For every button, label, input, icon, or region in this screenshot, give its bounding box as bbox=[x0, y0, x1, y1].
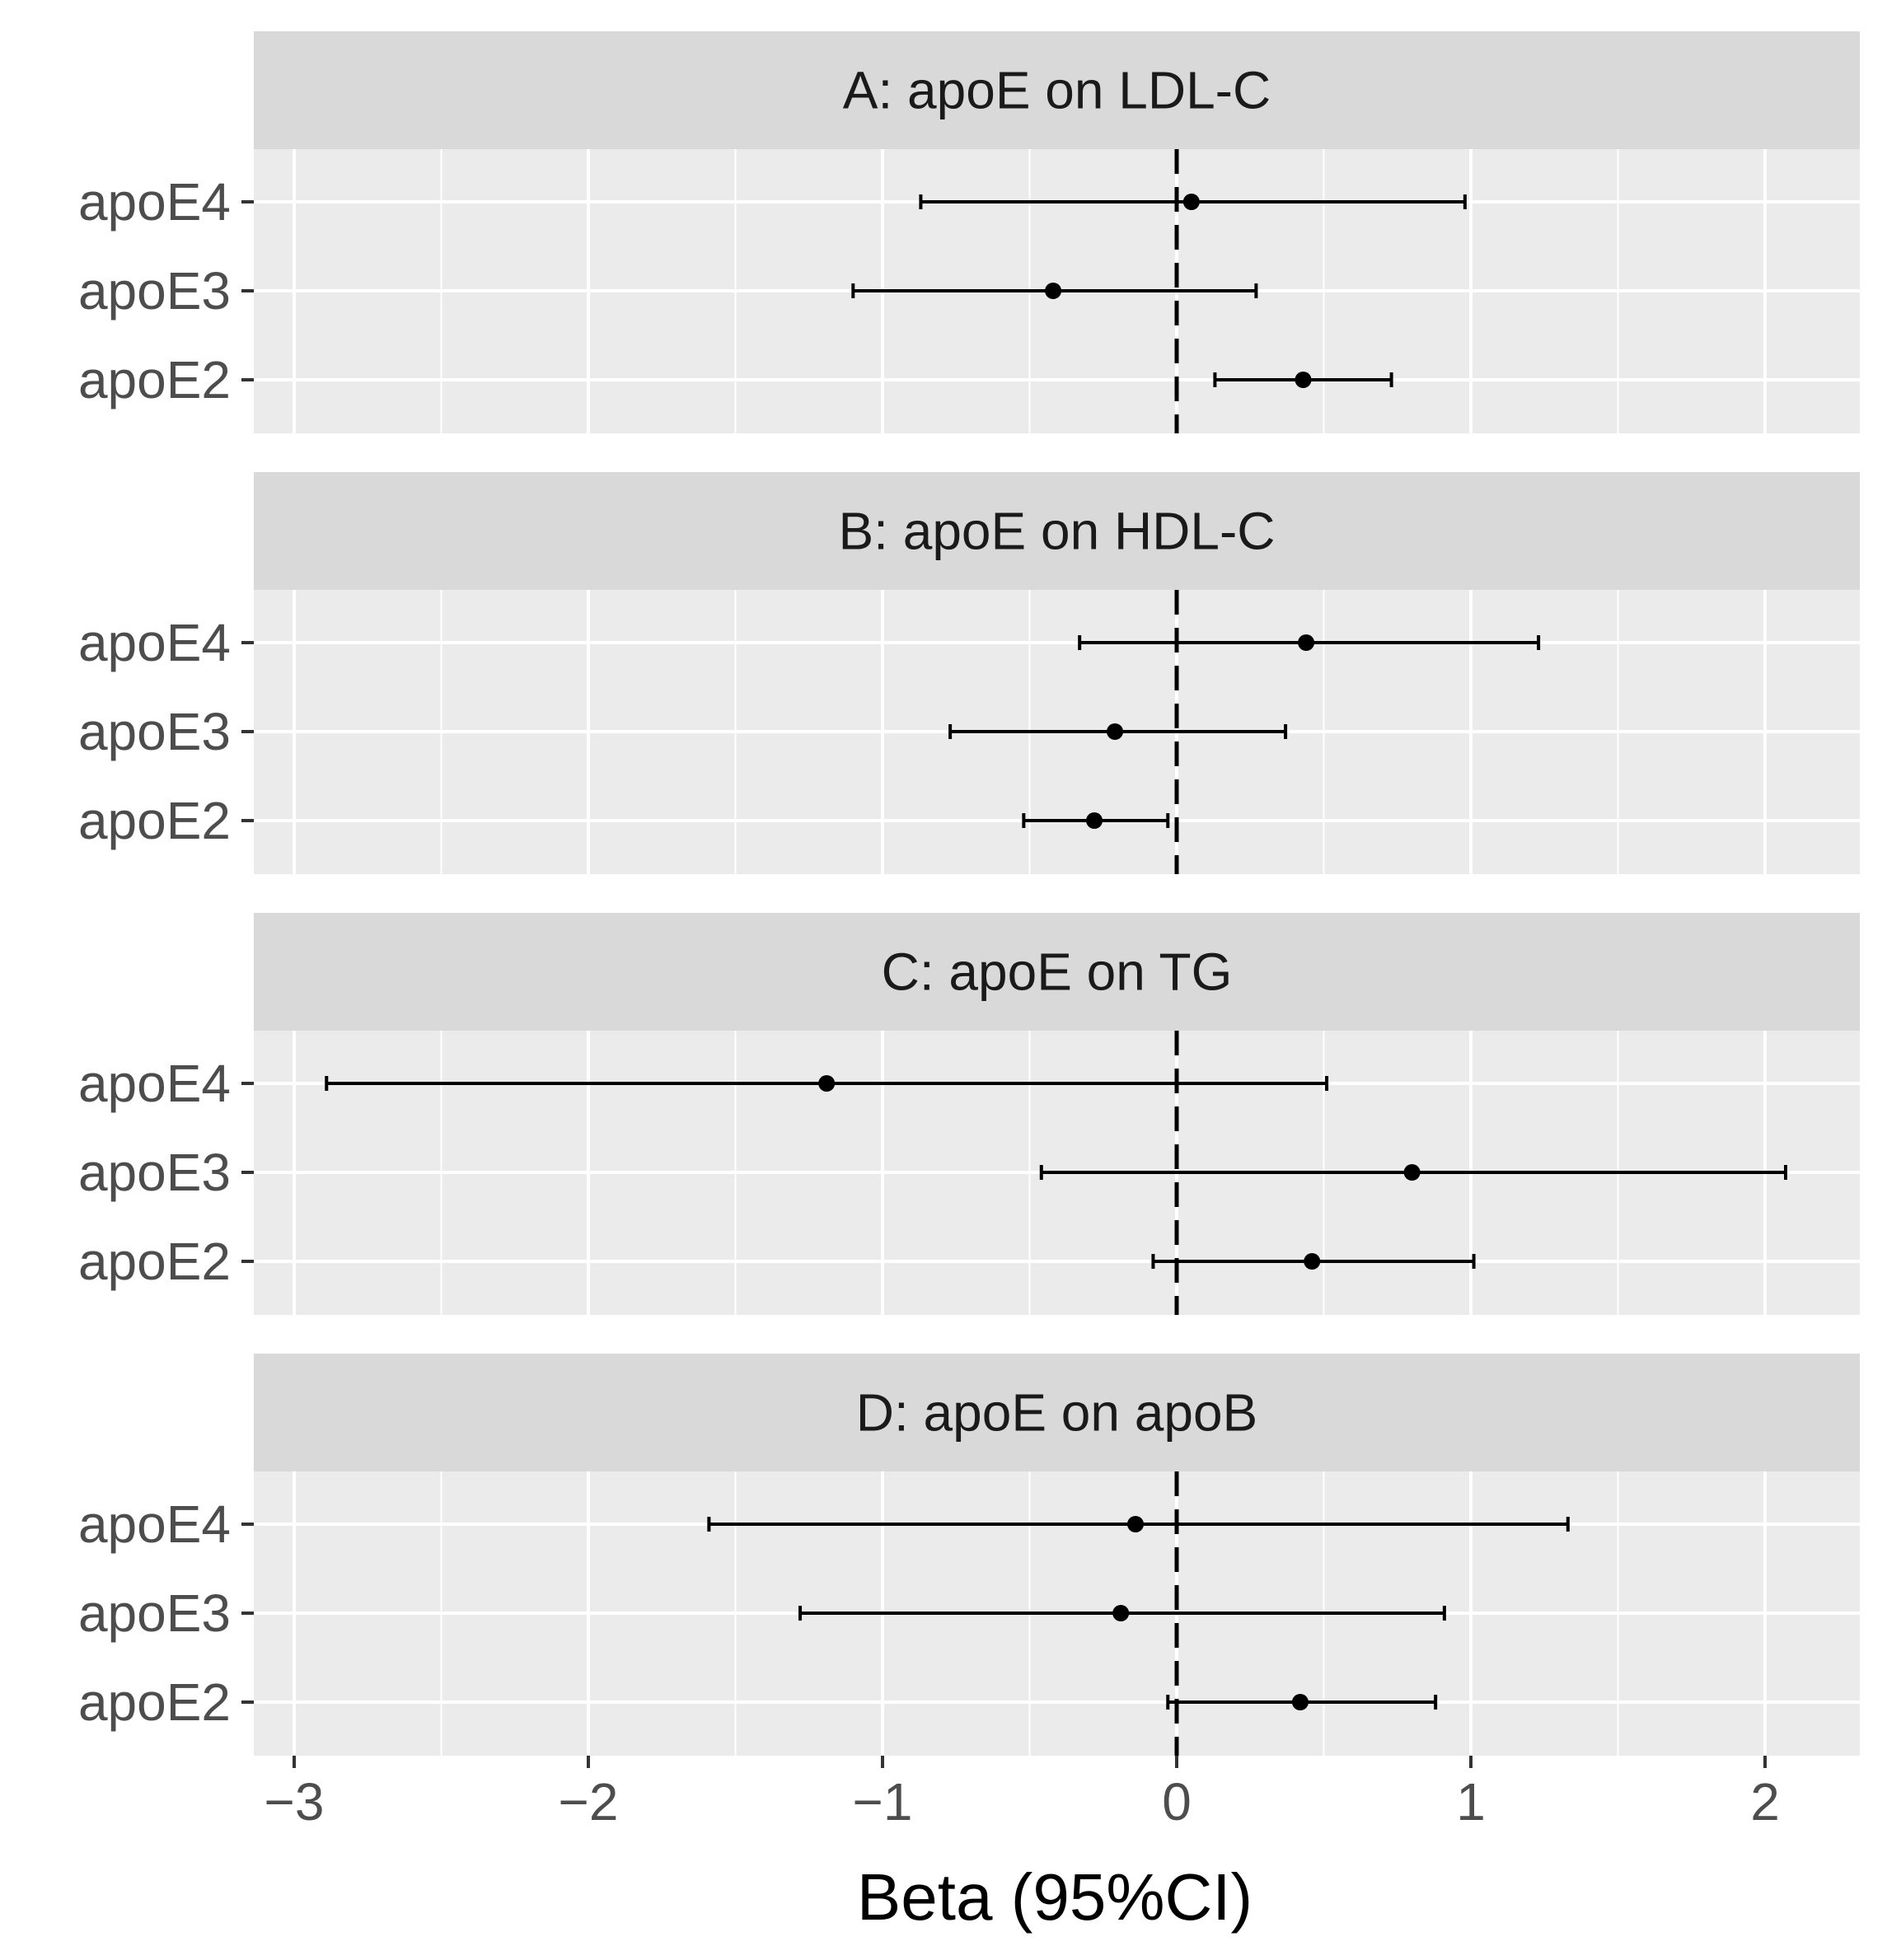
x-axis: −3 −2 −1 0 1 2 bbox=[265, 1756, 1780, 1831]
strip-title: A: apoE on LDL-C bbox=[843, 61, 1271, 120]
estimate-point bbox=[1295, 372, 1312, 388]
panel-a: A: apoE on LDL-C apoE4 apoE3 apoE2 bbox=[78, 31, 1860, 433]
strip-background bbox=[254, 913, 1860, 1031]
x-tick-label: −2 bbox=[559, 1772, 619, 1831]
x-axis-title: Beta (95%CI) bbox=[857, 1860, 1253, 1934]
y-label-apoE3: apoE3 bbox=[78, 1583, 231, 1643]
strip-background bbox=[254, 31, 1860, 149]
panel-d: D: apoE on apoB apoE4 apoE3 apoE2 bbox=[78, 1354, 1860, 1756]
panel-b: B: apoE on HDL-C apoE4 apoE3 apoE2 bbox=[78, 472, 1860, 874]
estimate-point bbox=[1086, 812, 1103, 829]
estimate-point bbox=[818, 1075, 836, 1092]
x-tick-label: −1 bbox=[853, 1772, 913, 1831]
y-label-apoE4: apoE4 bbox=[78, 1054, 231, 1113]
x-tick-label: 1 bbox=[1456, 1772, 1486, 1831]
y-label-apoE4: apoE4 bbox=[78, 613, 231, 672]
y-label-apoE4: apoE4 bbox=[78, 1495, 231, 1554]
estimate-point bbox=[1182, 194, 1200, 210]
y-label-apoE3: apoE3 bbox=[78, 261, 231, 320]
y-label-apoE3: apoE3 bbox=[78, 702, 231, 761]
x-tick-label: 2 bbox=[1750, 1772, 1780, 1831]
x-tick-label: 0 bbox=[1162, 1772, 1192, 1831]
y-label-apoE2: apoE2 bbox=[78, 791, 231, 850]
strip-background bbox=[254, 472, 1860, 590]
y-label-apoE3: apoE3 bbox=[78, 1143, 231, 1202]
strip-title: C: apoE on TG bbox=[882, 943, 1233, 1002]
estimate-point bbox=[1304, 1253, 1321, 1270]
y-label-apoE4: apoE4 bbox=[78, 172, 231, 232]
x-tick-label: −3 bbox=[265, 1772, 325, 1831]
y-label-apoE2: apoE2 bbox=[78, 1232, 231, 1291]
y-label-apoE2: apoE2 bbox=[78, 1672, 231, 1732]
estimate-point bbox=[1127, 1516, 1145, 1532]
estimate-point bbox=[1291, 1694, 1309, 1710]
estimate-point bbox=[1298, 634, 1315, 651]
estimate-point bbox=[1045, 283, 1062, 299]
strip-title: D: apoE on apoB bbox=[856, 1383, 1257, 1443]
panel-c: C: apoE on TG apoE4 apoE3 apoE2 bbox=[78, 913, 1860, 1315]
y-label-apoE2: apoE2 bbox=[78, 350, 231, 409]
estimate-point bbox=[1403, 1164, 1421, 1181]
strip-background bbox=[254, 1354, 1860, 1471]
estimate-point bbox=[1112, 1605, 1130, 1621]
strip-title: B: apoE on HDL-C bbox=[838, 502, 1275, 561]
estimate-point bbox=[1107, 723, 1124, 740]
